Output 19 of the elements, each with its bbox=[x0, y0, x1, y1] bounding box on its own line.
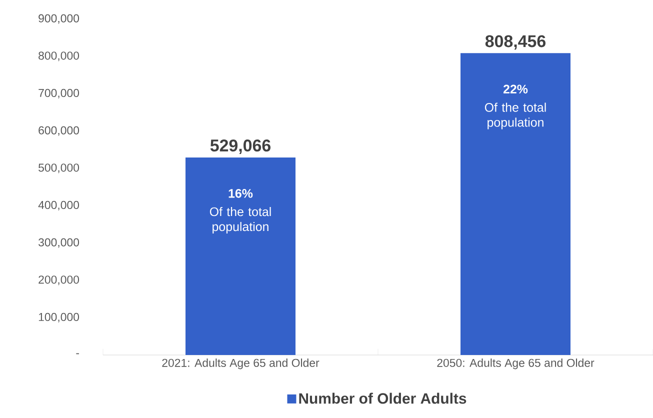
annotation: 22% bbox=[503, 84, 528, 94]
y-tick-label: 100,000 bbox=[38, 312, 80, 322]
annotation: Of the total population bbox=[210, 206, 271, 234]
annotation: Of the total population bbox=[484, 102, 546, 130]
legend-label: Number of Older Adults bbox=[299, 392, 466, 404]
y-tick-label: 500,000 bbox=[38, 164, 80, 174]
x-tick-label: 2050: Adults Age 65 and Older bbox=[437, 358, 594, 370]
y-tick-label: 200,000 bbox=[38, 276, 80, 286]
annotation: 16% bbox=[228, 189, 253, 198]
y-tick-label: 600,000 bbox=[38, 126, 80, 136]
x-tick-label: 2021: Adults Age 65 and Older bbox=[162, 358, 320, 370]
y-tick-label: 700,000 bbox=[38, 88, 80, 98]
y-tick-label: - bbox=[76, 353, 79, 354]
text: 808,456 bbox=[485, 35, 546, 50]
y-tick-label: 300,000 bbox=[38, 238, 80, 248]
y-tick-label: 800,000 bbox=[38, 52, 80, 62]
y-tick-label: 400,000 bbox=[38, 200, 80, 210]
text: 529,066 bbox=[210, 140, 270, 154]
y-tick-label: 900,000 bbox=[38, 14, 80, 24]
